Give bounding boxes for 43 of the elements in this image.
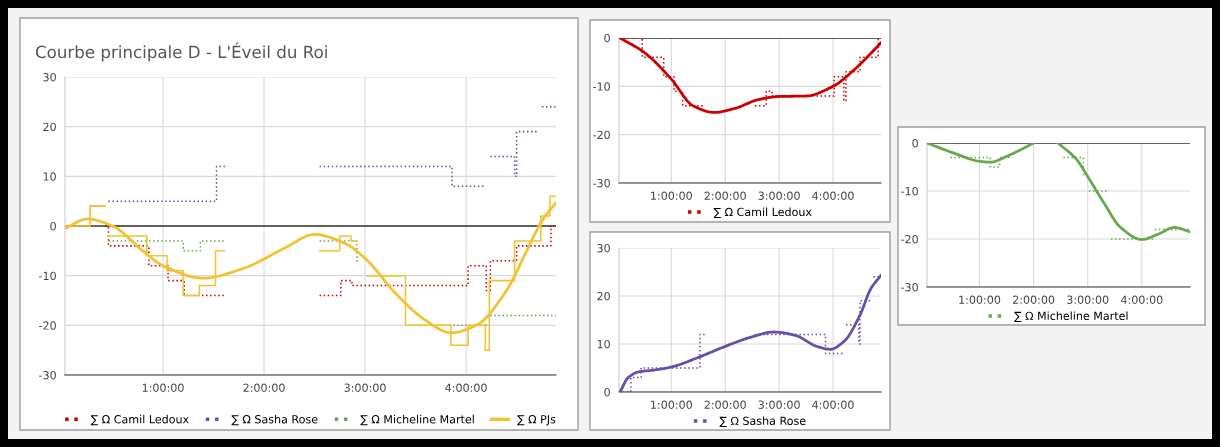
x-tick-label: 4:00:00 [812,400,854,409]
x-tick-label: 3:00:00 [344,383,386,392]
chart-title: Courbe principale D - L'Éveil du Roi [35,42,327,62]
y-tick-label: -30 [39,370,56,380]
y-tick-label: -20 [593,130,610,140]
legend-label: ∑ Ω Sasha Rose [231,414,318,426]
legend-label: ∑ Ω Camil Ledoux [713,207,812,219]
y-tick-label: -10 [901,186,918,196]
y-tick-label: -30 [901,282,918,292]
x-tick-label: 1:00:00 [651,400,692,409]
y-tick-label: -30 [593,178,610,188]
legend-label: ∑ Ω Camil Ledoux [90,414,189,426]
x-tick-label: 3:00:00 [758,400,800,409]
x-tick-label: 1:00:00 [142,383,184,392]
y-tick-label: -10 [593,82,610,91]
x-tick-label: 2:00:00 [704,400,746,409]
x-tick-label: 2:00:00 [704,191,746,200]
legend-label: ∑ Ω Micheline Martel [1014,311,1128,322]
y-tick-label: 10 [597,339,610,349]
x-tick-label: 2:00:00 [1013,295,1055,304]
y-tick-label: -20 [901,234,918,244]
x-tick-label: 4:00:00 [812,191,854,200]
y-tick-label: -20 [39,321,56,330]
y-tick-label: 20 [597,291,610,301]
y-tick-label: 0 [604,387,610,397]
legend-label: ∑ Ω PJs [517,415,556,426]
x-tick-label: 4:00:00 [445,383,487,392]
legend-label: ∑ Ω Sasha Rose [719,416,806,427]
y-tick-label: 30 [43,72,56,82]
y-tick-label: 10 [43,172,56,181]
y-tick-label: 20 [43,122,56,132]
x-tick-label: 1:00:00 [651,191,692,200]
x-tick-label: 2:00:00 [243,383,285,392]
legend-label: ∑ Ω Micheline Martel [360,414,474,426]
y-tick-label: 30 [597,243,610,253]
x-tick-label: 1:00:00 [959,295,1001,304]
x-tick-label: 4:00:00 [1120,295,1163,304]
x-tick-label: 3:00:00 [758,191,800,200]
y-tick-label: 0 [604,33,610,43]
y-tick-label: 0 [50,221,56,231]
y-tick-label: 0 [912,138,918,148]
x-tick-label: 3:00:00 [1067,295,1109,304]
y-tick-label: -10 [39,271,56,281]
